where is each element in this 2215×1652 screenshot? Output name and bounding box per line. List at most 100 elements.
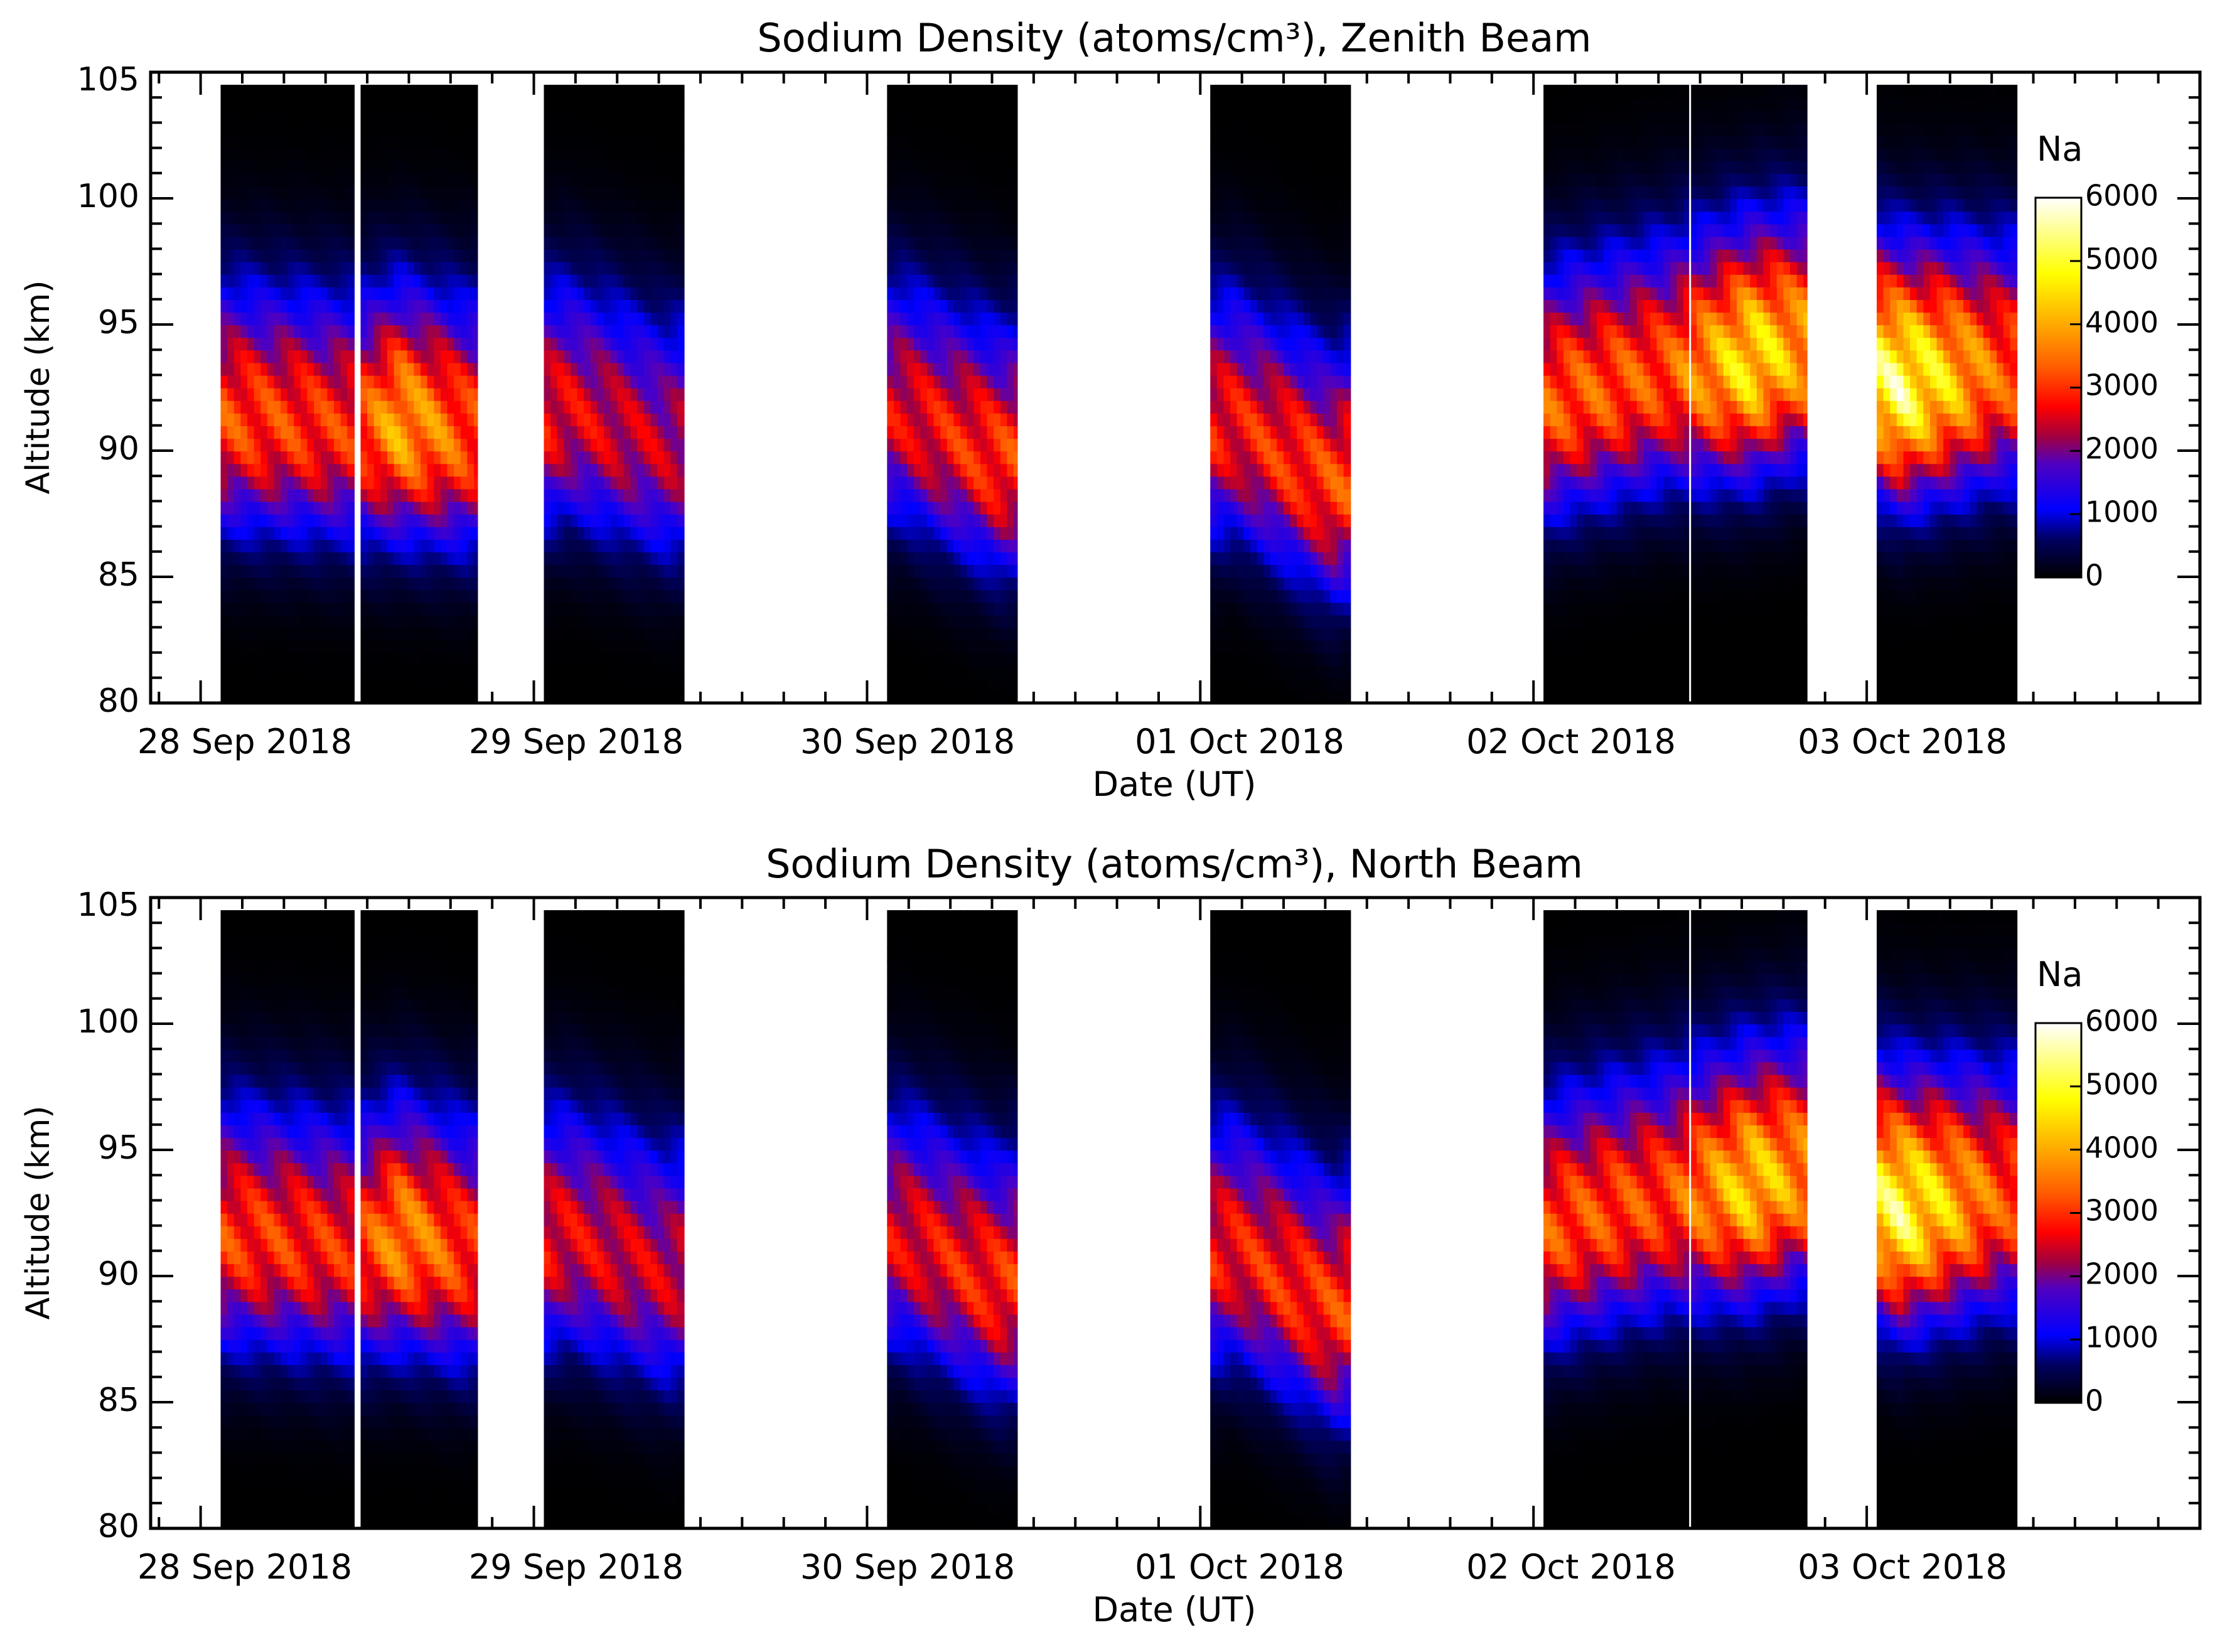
density-cell <box>1303 476 1311 490</box>
density-cell <box>440 602 448 616</box>
density-cell <box>407 236 415 250</box>
density-cell <box>367 135 375 149</box>
density-cell <box>1337 324 1344 338</box>
density-cell <box>987 324 995 338</box>
density-cell <box>1007 551 1015 566</box>
density-cell <box>577 577 585 591</box>
density-cell <box>597 387 605 401</box>
density-cell <box>240 249 249 262</box>
density-cell <box>327 286 335 300</box>
density-cell <box>1223 665 1231 678</box>
density-cell <box>380 85 389 99</box>
density-cell <box>460 677 468 692</box>
density-cell <box>394 97 402 111</box>
density-cell <box>1250 148 1258 161</box>
density-cell <box>1343 362 1351 376</box>
density-cell <box>360 652 368 666</box>
density-cell <box>947 337 955 351</box>
density-cell <box>247 375 255 389</box>
density-cell <box>267 476 275 490</box>
density-cell <box>394 198 402 212</box>
density-cell <box>1310 602 1318 616</box>
density-cell <box>1290 375 1298 389</box>
density-cell <box>1284 148 1291 161</box>
density-cell <box>1284 299 1291 313</box>
density-cell <box>1277 539 1285 552</box>
density-cell <box>650 577 658 591</box>
density-cell <box>980 249 988 262</box>
density-cell <box>427 236 435 250</box>
density-cell <box>604 286 611 300</box>
density-cell <box>407 350 415 363</box>
density-cell <box>294 211 302 225</box>
density-cell <box>360 488 368 502</box>
density-cell <box>1284 286 1291 300</box>
density-cell <box>320 236 328 250</box>
density-cell <box>320 564 328 578</box>
density-cell <box>1014 387 1018 401</box>
density-cell <box>380 463 389 477</box>
density-cell <box>1263 589 1271 603</box>
density-cell <box>287 488 295 502</box>
density-cell <box>663 677 672 692</box>
density-cell <box>1290 211 1298 225</box>
density-cell <box>610 652 618 666</box>
density-cell <box>407 160 415 174</box>
density-cell <box>1236 437 1245 452</box>
density-cell <box>577 122 585 136</box>
density-cell <box>1323 173 1331 187</box>
density-cell <box>1543 223 1551 237</box>
density-cell <box>247 451 255 464</box>
density-cell <box>460 375 468 389</box>
density-cell <box>467 463 475 477</box>
density-cell <box>240 627 249 641</box>
density-cell <box>394 425 402 439</box>
density-cell <box>920 539 928 552</box>
density-cell <box>1277 173 1285 187</box>
density-cell <box>630 627 638 641</box>
density-cell <box>637 299 645 313</box>
density-cell <box>597 362 605 376</box>
density-cell <box>267 640 275 653</box>
density-cell <box>300 236 308 250</box>
density-cell <box>663 337 672 351</box>
density-cell <box>1323 261 1331 275</box>
density-cell <box>960 488 968 502</box>
density-cell <box>550 299 558 313</box>
density-cell <box>663 211 672 225</box>
density-cell <box>663 387 672 401</box>
density-cell <box>1223 148 1231 161</box>
density-cell <box>460 362 468 376</box>
density-cell <box>307 690 315 704</box>
density-cell <box>220 602 228 616</box>
density-cell <box>1317 412 1324 426</box>
density-cell <box>467 665 475 678</box>
density-cell <box>1270 97 1278 111</box>
density-cell <box>1303 614 1311 628</box>
density-cell <box>630 652 638 666</box>
density-cell <box>1550 513 1558 527</box>
density-cell <box>1550 185 1558 200</box>
density-cell <box>597 526 605 540</box>
density-cell <box>1277 337 1285 351</box>
density-cell <box>440 311 448 326</box>
density-cell <box>1007 614 1015 628</box>
density-cell <box>240 451 249 464</box>
density-cell <box>340 425 348 439</box>
density-cell <box>327 513 335 527</box>
density-cell <box>947 362 955 376</box>
density-cell <box>630 211 638 225</box>
density-cell <box>1007 299 1015 313</box>
density-cell <box>474 400 478 414</box>
density-cell <box>320 463 328 477</box>
density-cell <box>604 110 611 124</box>
density-cell <box>630 451 638 464</box>
density-cell <box>1343 387 1351 401</box>
density-cell <box>907 350 914 363</box>
density-cell <box>314 249 321 262</box>
density-cell <box>267 249 275 262</box>
density-cell <box>421 501 428 515</box>
density-cell <box>407 476 415 490</box>
density-cell <box>314 211 321 225</box>
density-cell <box>1243 513 1252 527</box>
